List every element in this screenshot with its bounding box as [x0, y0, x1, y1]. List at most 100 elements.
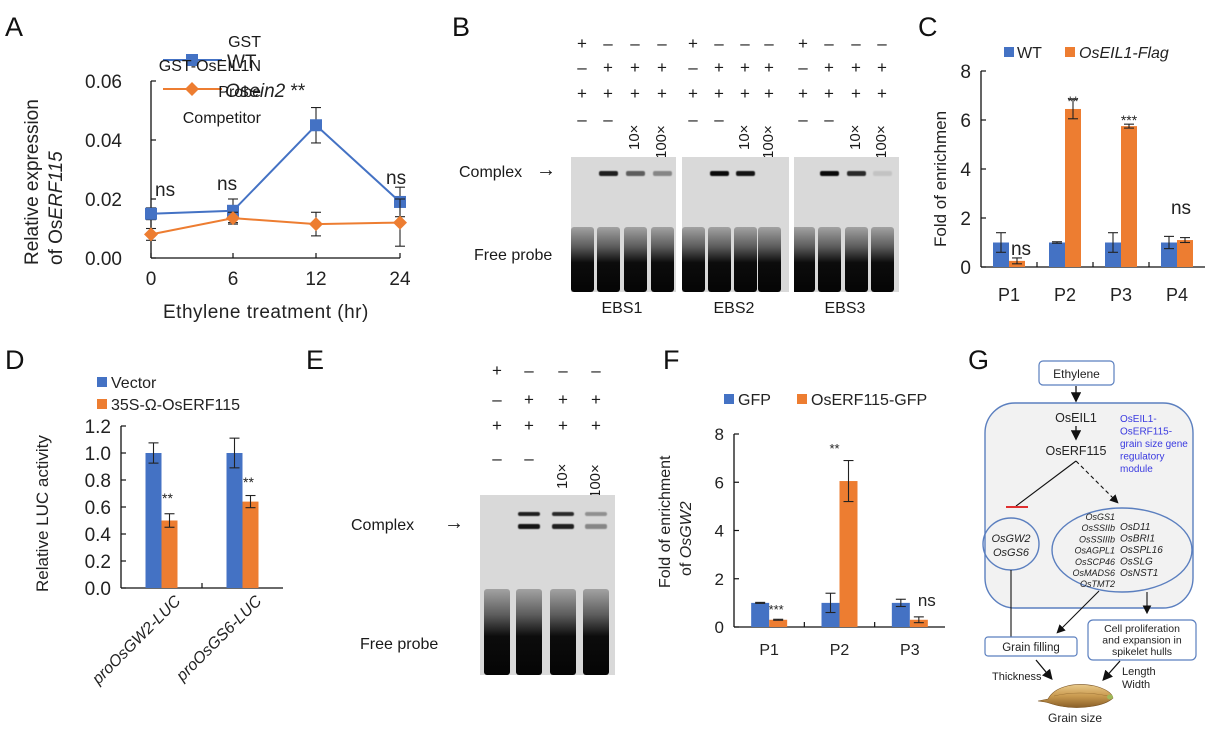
- y-tick-label: 1.0: [85, 444, 111, 465]
- complex-band-upper: [552, 512, 574, 516]
- arrow-right-icon: →: [444, 512, 464, 534]
- complex-label: Complex: [459, 164, 523, 181]
- lane-symbol: –: [877, 34, 887, 53]
- complex-band: [552, 524, 574, 529]
- gel-image-ebs3: [794, 157, 899, 292]
- complex-band: [709, 171, 729, 176]
- competitor-amount: 100×: [760, 125, 777, 159]
- lane-symbol: –: [524, 361, 534, 380]
- panel-label-f: F: [663, 345, 680, 375]
- y-tick-label: 0.06: [85, 72, 122, 93]
- complex-label: Complex: [351, 517, 415, 534]
- bar-wt: [1105, 242, 1121, 267]
- panel-label-c: C: [918, 12, 938, 42]
- legend-swatch-oserf115: [97, 399, 107, 409]
- lane-symbol: +: [630, 84, 640, 103]
- panel-label-e: E: [306, 345, 325, 375]
- module-text-line: module: [1120, 464, 1153, 475]
- series-line-0: [150, 123, 401, 215]
- module-box: [984, 402, 1194, 609]
- lane-symbol: –: [798, 58, 808, 77]
- significance-label: ***: [769, 602, 784, 617]
- x-tick-label: P2: [1054, 285, 1076, 305]
- free-probe-band: [707, 227, 731, 292]
- lane-symbol: +: [798, 34, 808, 53]
- competitor-amount: 10×: [736, 124, 753, 150]
- lane-symbol: –: [824, 34, 834, 53]
- lane-symbol: –: [714, 110, 724, 129]
- y-tick-label: 0: [960, 258, 971, 279]
- activation-dashed-arrow: [1075, 460, 1119, 504]
- legend-label-wt: WT: [227, 52, 257, 73]
- y-axis-label-line1: Fold of enrichment: [657, 455, 674, 588]
- competitor-amount: 10×: [554, 463, 571, 489]
- bar-oseil1-flag: [1177, 240, 1193, 267]
- lane-symbol: –: [688, 58, 698, 77]
- complex-band: [598, 171, 618, 176]
- cell-proliferation-line: spikelet hulls: [1112, 646, 1172, 658]
- y-axis-label: Relative LUC activity: [33, 435, 52, 592]
- free-probe-band: [550, 588, 576, 675]
- legend-label-osein2: Osein2 **: [225, 81, 306, 102]
- bar-35s-oserf115: [242, 501, 259, 588]
- width-label: Width: [1122, 679, 1150, 691]
- row-label-gst-oseil1n: GST-OsEIL1N: [158, 58, 261, 75]
- legend-marker-diamond: [185, 82, 199, 96]
- lane-symbol: +: [851, 58, 861, 77]
- legend-swatch-vector: [97, 377, 107, 387]
- lane-symbol: –: [591, 361, 601, 380]
- free-probe-label: Free probe: [360, 636, 439, 653]
- y-tick-label: 0.6: [85, 498, 111, 519]
- bar-oseil1-flag: [1121, 126, 1137, 267]
- gene-label: OsNST1: [1120, 568, 1158, 579]
- legend-swatch-oserf115-gfp: [797, 394, 807, 404]
- oserf115-label: OsERF115: [1046, 444, 1107, 458]
- gene-label: OsSSIIb: [1081, 523, 1115, 533]
- bar-35s-oserf115: [161, 520, 178, 588]
- y-tick-label: 8: [960, 62, 971, 83]
- data-point-square: [227, 204, 239, 217]
- free-probe-band: [650, 227, 674, 292]
- lane-symbol: +: [558, 416, 568, 435]
- y-tick-label: 0.2: [85, 552, 111, 573]
- positive-genes-ellipse: [1051, 507, 1193, 593]
- x-tick-label: 12: [305, 269, 326, 290]
- inhibition-line: [1015, 460, 1077, 507]
- y-tick-label: 4: [715, 522, 724, 541]
- lane-symbol: –: [851, 34, 861, 53]
- negative-genes: OsGW2 OsGS6: [991, 533, 1030, 559]
- significance-label: ns: [1011, 239, 1031, 260]
- gel-image-ebs2: [682, 157, 789, 292]
- lane-symbol: +: [524, 416, 534, 435]
- y-axis-label: Relative expression of OsERF115: [22, 99, 67, 265]
- legend-marker-square: [186, 54, 198, 66]
- significance-label: **: [162, 490, 173, 506]
- lane-symbol: –: [524, 449, 534, 468]
- panel-label-b: B: [452, 12, 471, 42]
- free-probe-band: [596, 227, 620, 292]
- lane-symbol: +: [603, 84, 613, 103]
- competitor-amount: 100×: [653, 125, 670, 159]
- lane-symbol: +: [591, 416, 601, 435]
- lane-symbol: +: [740, 58, 750, 77]
- lane-symbol: –: [764, 34, 774, 53]
- arrow-icon: [1035, 659, 1053, 680]
- cell-proliferation-box: [1087, 619, 1197, 661]
- significance-label: ns: [155, 180, 175, 201]
- complex-band: [652, 171, 672, 176]
- y-tick-label: 0.4: [85, 525, 112, 546]
- oseil1-label: OsEIL1: [1055, 411, 1097, 425]
- x-tick-label: 6: [228, 269, 239, 290]
- y-axis-label-line1: Relative expression: [22, 99, 43, 265]
- lane-symbol: +: [824, 58, 834, 77]
- legend-swatch-flag: [1065, 47, 1075, 57]
- lane-symbol: +: [764, 84, 774, 103]
- legend-label-wt: WT: [1017, 45, 1042, 62]
- lane-symbol: +: [764, 58, 774, 77]
- y-axis-label-line2: of OsGW2: [678, 501, 695, 576]
- lane-symbol: –: [603, 34, 613, 53]
- legend-label-gfp: GFP: [738, 392, 771, 409]
- x-tick-label: P1: [759, 642, 779, 659]
- lane-symbol: +: [603, 58, 613, 77]
